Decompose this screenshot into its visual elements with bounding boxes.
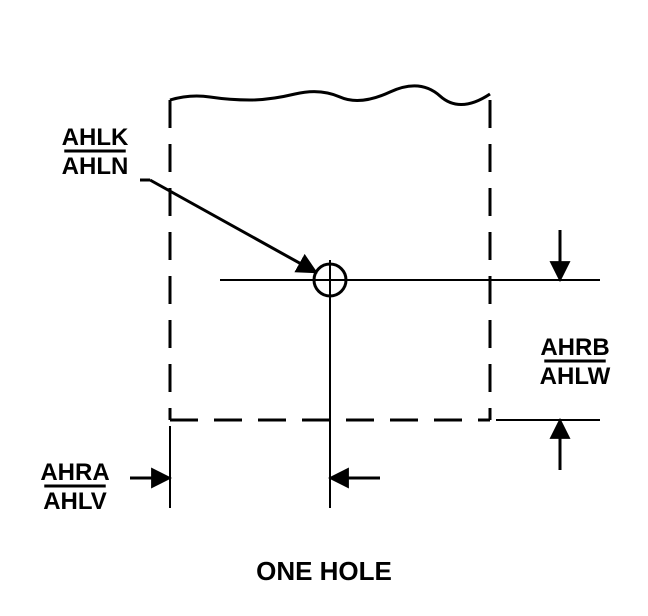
- label-ahra-ahlv: AHRAAHLV: [40, 459, 109, 515]
- break-line: [170, 86, 490, 105]
- hole-symbol: [220, 260, 530, 460]
- diagram-title: ONE HOLE: [256, 556, 392, 586]
- label-ahlk-ahln: AHLKAHLN: [62, 124, 129, 180]
- svg-text:AHLW: AHLW: [540, 363, 611, 390]
- svg-text:AHLV: AHLV: [43, 488, 107, 515]
- svg-text:AHLN: AHLN: [62, 153, 129, 180]
- leader-arrow: [140, 180, 316, 272]
- svg-text:AHLK: AHLK: [62, 124, 129, 151]
- svg-text:AHRB: AHRB: [540, 334, 609, 361]
- svg-text:AHRA: AHRA: [40, 459, 109, 486]
- dimension-horizontal: [130, 426, 380, 508]
- label-ahrb-ahlw: AHRBAHLW: [540, 334, 611, 390]
